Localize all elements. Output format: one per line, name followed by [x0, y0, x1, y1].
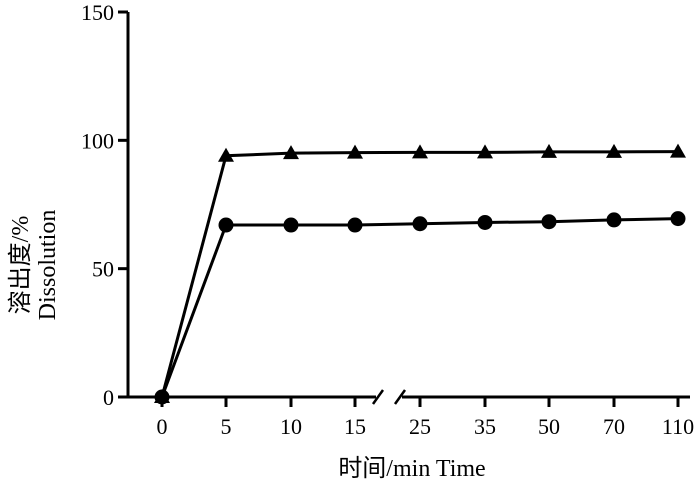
y-tick-label: 100: [81, 128, 114, 153]
series-layer: [154, 143, 686, 405]
series-line: [160, 217, 679, 398]
x-tick-label: 15: [344, 414, 366, 439]
y-tick-label: 50: [92, 257, 114, 282]
y-tick-label: 0: [103, 385, 114, 410]
axis-break-mark: [371, 389, 385, 405]
data-point-circle: [347, 217, 363, 233]
y-axis-title-line2: Dissolution: [35, 210, 61, 321]
data-point-triangle: [606, 143, 622, 158]
data-point-triangle: [283, 145, 299, 160]
axes: 0 50 100 150 0 5 10 15 25 35 50 70 110: [81, 0, 694, 439]
x-tick-label: 5: [221, 414, 232, 439]
data-point-circle: [412, 216, 428, 232]
axis-break-mark: [393, 389, 407, 405]
data-point-triangle: [541, 143, 557, 158]
data-point-circle: [606, 212, 622, 228]
y-tick-label: 150: [81, 0, 114, 25]
data-point-circle: [283, 217, 299, 233]
data-point-circle: [154, 389, 170, 405]
series-triangle: [154, 143, 686, 403]
x-tick-label: 70: [603, 414, 625, 439]
data-point-circle: [218, 217, 234, 233]
x-axis-title: 时间/min Time: [338, 455, 485, 482]
y-axis-title-line1: 溶出度/%: [7, 216, 34, 315]
data-point-triangle: [477, 144, 493, 159]
x-tick-label: 25: [409, 414, 431, 439]
data-point-circle: [541, 214, 557, 230]
data-point-triangle: [347, 144, 363, 159]
data-point-triangle: [412, 144, 428, 159]
series-line: [160, 150, 679, 398]
x-tick-label: 35: [474, 414, 496, 439]
x-tick-label: 50: [538, 414, 560, 439]
data-point-triangle: [218, 147, 234, 162]
data-point-triangle: [670, 143, 686, 158]
x-tick-label: 10: [280, 414, 302, 439]
series-circle: [154, 211, 686, 405]
x-tick-label: 0: [157, 414, 168, 439]
data-point-circle: [670, 211, 686, 227]
data-point-circle: [477, 214, 493, 230]
x-tick-label: 110: [662, 414, 694, 439]
